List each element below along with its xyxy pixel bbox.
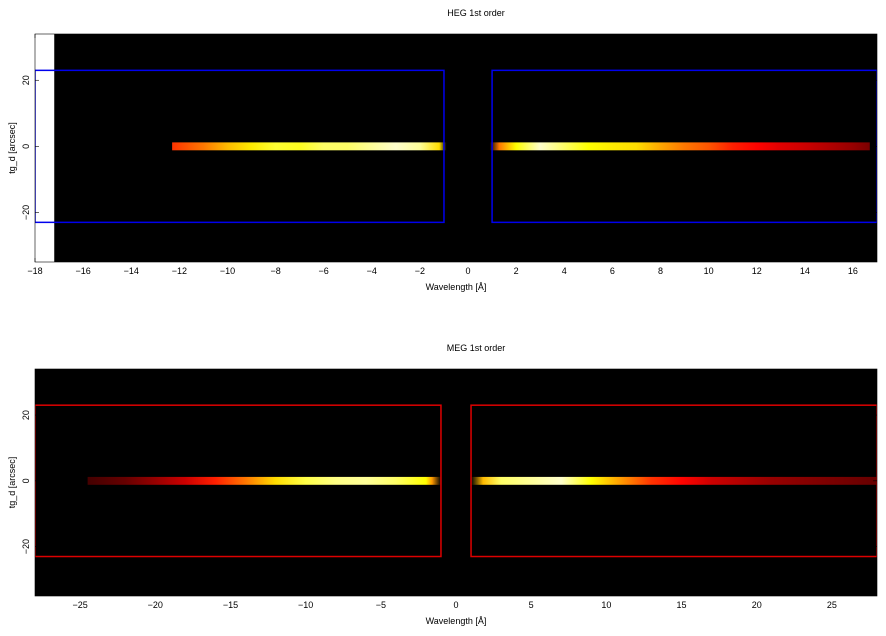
x-tick-label: −12 bbox=[172, 266, 187, 276]
x-tick-label: 10 bbox=[601, 600, 611, 610]
x-tick-label: 6 bbox=[610, 266, 615, 276]
x-tick-label: −5 bbox=[376, 600, 386, 610]
x-tick-label: −4 bbox=[367, 266, 377, 276]
y-tick-label: 20 bbox=[21, 410, 31, 420]
x-tick-label: −15 bbox=[223, 600, 238, 610]
x-tick-label: 0 bbox=[453, 600, 458, 610]
extraction-region bbox=[35, 69, 445, 224]
y-axis-label: tg_d [arcsec] bbox=[7, 457, 17, 509]
x-tick-label: 20 bbox=[752, 600, 762, 610]
x-tick-label: 2 bbox=[514, 266, 519, 276]
meg-panel: −25 −20 −15 −10 −5 0 5 10 15 20 25 −20 0 20 MEG 1st or… bbox=[7, 343, 878, 626]
x-tick-label: 5 bbox=[529, 600, 534, 610]
x-tick-label: 12 bbox=[752, 266, 762, 276]
x-tick-label: 16 bbox=[848, 266, 858, 276]
y-tick-label: 20 bbox=[21, 75, 31, 85]
x-tick-label: 10 bbox=[704, 266, 714, 276]
x-tick-label: −14 bbox=[124, 266, 139, 276]
x-tick-label: 25 bbox=[827, 600, 837, 610]
extraction-region bbox=[470, 404, 877, 558]
y-tick-label: 0 bbox=[21, 144, 31, 149]
x-tick-label: −18 bbox=[27, 266, 42, 276]
x-tick-label: −10 bbox=[220, 266, 235, 276]
x-tick-label: 8 bbox=[658, 266, 663, 276]
y-tick-label: −20 bbox=[21, 205, 31, 220]
x-tick-label: 15 bbox=[677, 600, 687, 610]
heg-panel: −18 −16 −14 −12 −10 −8 −6 −4 −2 0 2 4 6 8 10 12 14 16−200… bbox=[7, 8, 878, 292]
chart-title: MEG 1st order bbox=[447, 343, 506, 353]
extraction-region bbox=[35, 404, 442, 558]
spectrum-trace bbox=[172, 142, 870, 151]
x-tick-label: −8 bbox=[270, 266, 280, 276]
chart-title: HEG 1st order bbox=[447, 8, 505, 18]
extraction-region bbox=[491, 69, 877, 224]
x-tick-label: 0 bbox=[466, 266, 471, 276]
x-axis-label: Wavelength [Å] bbox=[426, 282, 487, 292]
x-tick-label: 14 bbox=[800, 266, 810, 276]
y-axis-label: tg_d [arcsec] bbox=[7, 122, 17, 174]
x-tick-label: −16 bbox=[75, 266, 90, 276]
x-tick-label: −2 bbox=[415, 266, 425, 276]
spectrum-trace bbox=[87, 476, 877, 485]
x-tick-label: −25 bbox=[72, 600, 87, 610]
y-tick-label: −20 bbox=[21, 539, 31, 554]
x-tick-label: −20 bbox=[148, 600, 163, 610]
y-tick-label: 0 bbox=[21, 478, 31, 483]
x-axis-label: Wavelength [Å] bbox=[426, 616, 487, 626]
x-tick-label: −6 bbox=[319, 266, 329, 276]
x-tick-label: 4 bbox=[562, 266, 567, 276]
axes-frame bbox=[34, 33, 878, 263]
x-tick-label: −10 bbox=[298, 600, 313, 610]
